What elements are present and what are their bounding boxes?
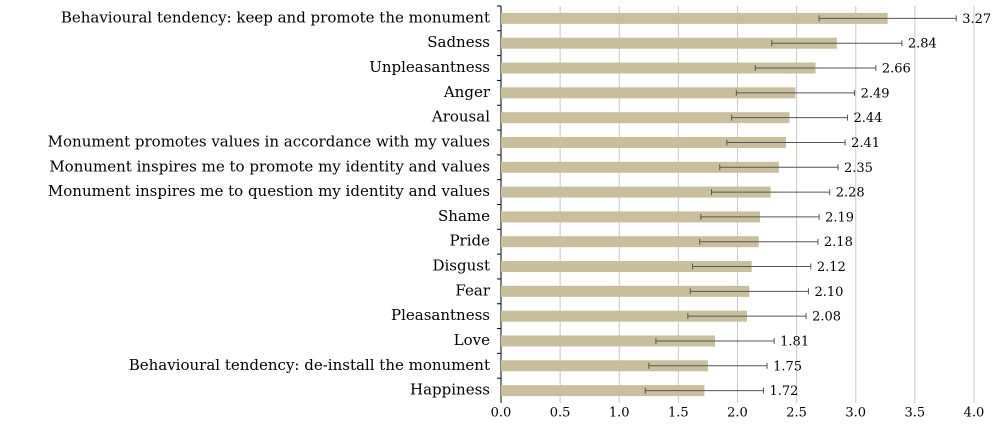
y-tick-label: Sadness bbox=[427, 33, 490, 51]
x-tick-label: 2.0 bbox=[727, 406, 748, 421]
y-tick-label: Monument inspires me to promote my ident… bbox=[49, 157, 490, 175]
bar bbox=[501, 310, 747, 322]
bar bbox=[501, 136, 786, 148]
value-label: 2.18 bbox=[824, 235, 853, 250]
y-tick-label: Anger bbox=[443, 83, 491, 101]
y-tick-label: Disgust bbox=[432, 257, 490, 275]
value-label: 1.72 bbox=[770, 384, 799, 399]
bar bbox=[501, 385, 705, 397]
value-label: 3.27 bbox=[962, 12, 991, 27]
value-label: 2.49 bbox=[861, 86, 890, 101]
y-tick-label: Shame bbox=[438, 207, 490, 225]
bar bbox=[501, 360, 708, 372]
y-tick-label: Happiness bbox=[410, 381, 490, 399]
x-tick-label: 4.0 bbox=[964, 406, 985, 421]
x-tick-label: 3.0 bbox=[845, 406, 866, 421]
y-tick-label: Unpleasantness bbox=[369, 58, 490, 76]
value-label: 2.08 bbox=[812, 310, 841, 325]
y-tick-label: Fear bbox=[455, 281, 490, 299]
bar bbox=[501, 261, 752, 273]
bar bbox=[501, 87, 796, 99]
bar bbox=[501, 211, 760, 223]
value-label: 2.10 bbox=[814, 285, 843, 300]
y-tick-label: Pleasantness bbox=[391, 306, 490, 324]
bar bbox=[501, 285, 750, 297]
bar bbox=[501, 161, 779, 173]
bar bbox=[501, 186, 771, 198]
value-label: 2.19 bbox=[825, 210, 854, 225]
y-tick-label: Behavioural tendency: keep and promote t… bbox=[61, 8, 490, 26]
y-tick-label: Monument promotes values in accordance w… bbox=[48, 132, 490, 150]
x-tick-label: 1.0 bbox=[609, 406, 630, 421]
y-tick-label: Behavioural tendency: de-install the mon… bbox=[129, 356, 490, 374]
value-label: 2.35 bbox=[844, 161, 873, 176]
x-tick-label: 3.5 bbox=[905, 406, 926, 421]
y-tick-label: Arousal bbox=[431, 108, 490, 126]
bar bbox=[501, 335, 716, 347]
bar bbox=[501, 62, 816, 74]
value-label: 2.41 bbox=[851, 136, 880, 151]
bar bbox=[501, 112, 790, 124]
value-label: 1.75 bbox=[773, 359, 802, 374]
value-label: 2.28 bbox=[836, 186, 865, 201]
x-tick-label: 0.5 bbox=[550, 406, 571, 421]
value-label: 1.81 bbox=[780, 334, 809, 349]
y-tick-label: Pride bbox=[449, 232, 490, 250]
x-tick-label: 0.0 bbox=[491, 406, 512, 421]
bar bbox=[501, 37, 837, 49]
x-tick-label: 1.5 bbox=[668, 406, 689, 421]
x-tick-label: 2.5 bbox=[786, 406, 807, 421]
value-label: 2.84 bbox=[908, 37, 937, 52]
bar bbox=[501, 12, 888, 24]
y-tick-label: Monument inspires me to question my iden… bbox=[48, 182, 490, 200]
value-label: 2.44 bbox=[853, 111, 882, 126]
value-label: 2.66 bbox=[882, 62, 911, 77]
bar bbox=[501, 236, 759, 248]
y-tick-label: Love bbox=[454, 331, 490, 349]
value-label: 2.12 bbox=[817, 260, 846, 275]
